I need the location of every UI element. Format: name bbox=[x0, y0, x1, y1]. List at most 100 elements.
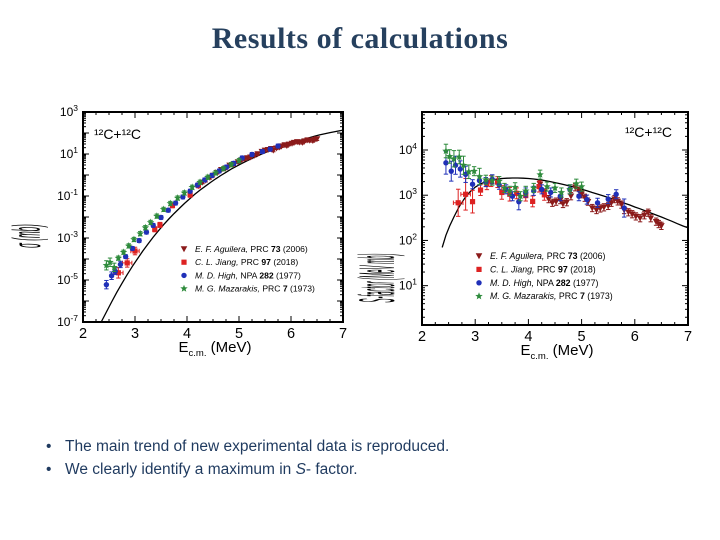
star-marker-icon bbox=[465, 167, 473, 175]
star-marker-icon bbox=[159, 205, 168, 213]
star-marker-icon bbox=[211, 169, 220, 177]
y-tick-label: 10-7 bbox=[57, 313, 78, 329]
star-marker-icon bbox=[114, 254, 123, 262]
triangle-down-marker-icon bbox=[559, 201, 567, 208]
triangle-down-marker-icon bbox=[313, 136, 321, 143]
circle-marker-icon bbox=[275, 143, 281, 149]
circle-marker-icon bbox=[584, 196, 590, 203]
circle-marker-icon bbox=[117, 261, 124, 268]
square-marker-icon bbox=[499, 189, 505, 196]
bullet-item-2: • We clearly identify a maximum in S- fa… bbox=[46, 459, 449, 482]
triangle-down-marker-icon bbox=[608, 200, 615, 207]
star-marker-icon bbox=[445, 152, 454, 160]
star-marker-icon bbox=[102, 261, 111, 269]
circle-marker-icon bbox=[509, 193, 516, 199]
square-marker-icon bbox=[132, 248, 138, 254]
square-marker-icon bbox=[463, 191, 469, 197]
triangle-down-marker-icon bbox=[567, 193, 575, 200]
legend-item-mazarakis: M. G. Mazarakis, PRC 7 (1973) bbox=[475, 291, 613, 301]
star-marker-icon bbox=[204, 173, 212, 181]
series-high bbox=[443, 151, 627, 218]
axis-ticks bbox=[421, 112, 689, 325]
star-marker-icon bbox=[119, 248, 128, 256]
series-aguilera bbox=[195, 136, 321, 190]
legend-label: C. L. Jiang, PRC 97 (2018) bbox=[195, 257, 298, 267]
x-tick-label: 7 bbox=[684, 329, 692, 345]
circle-marker-icon bbox=[443, 160, 449, 166]
circle-marker-icon bbox=[576, 193, 582, 199]
circle-marker-icon bbox=[172, 200, 179, 206]
reaction-label: ¹²C+¹²C bbox=[625, 124, 672, 140]
star-marker-icon bbox=[130, 235, 138, 243]
triangle-down-marker-icon bbox=[578, 191, 585, 198]
x-tick-label: 4 bbox=[183, 326, 191, 342]
x-tick-label: 6 bbox=[287, 326, 295, 342]
triangle-down-marker-icon bbox=[647, 215, 655, 222]
legend-label: E. F. Aguilera, PRC 73 (2006) bbox=[490, 251, 606, 261]
circle-marker-icon bbox=[249, 151, 255, 158]
circle-marker-icon bbox=[129, 245, 136, 252]
star-marker-icon bbox=[136, 229, 144, 237]
legend-label: M. D. High, NPA 282 (1977) bbox=[195, 270, 301, 280]
y-axis-title: σ (mb) bbox=[5, 224, 48, 248]
triangle-down-marker-icon bbox=[658, 223, 665, 230]
triangle-down-marker-icon bbox=[571, 184, 579, 191]
x-tick-label: 5 bbox=[578, 329, 586, 345]
circle-marker-icon bbox=[181, 272, 187, 279]
star-marker-icon bbox=[495, 177, 503, 185]
right-chart: 2 3 4 5 6 7 104 103 102 101 E. F. Aguilera, PRC 73… bbox=[349, 111, 692, 362]
circle-marker-icon bbox=[103, 281, 110, 288]
star-marker-icon bbox=[180, 284, 188, 292]
star-marker-icon bbox=[506, 186, 514, 194]
triangle-down-marker-icon bbox=[632, 213, 640, 220]
square-marker-icon bbox=[476, 266, 482, 272]
x-tick-label: 3 bbox=[131, 326, 139, 342]
y-tick-label: 10-3 bbox=[57, 229, 78, 245]
bullet-item-1: • The main trend of new experimental dat… bbox=[46, 436, 449, 459]
bullet-dot: • bbox=[46, 460, 52, 478]
circle-marker-icon bbox=[594, 200, 601, 206]
circle-marker-icon bbox=[209, 172, 215, 179]
star-marker-icon bbox=[511, 183, 519, 191]
legend: E. F. Aguilera, PRC 73 (2006) C. L. Jiang… bbox=[475, 251, 613, 301]
triangle-down-marker-icon bbox=[636, 215, 644, 222]
x-tick-label: 3 bbox=[471, 329, 479, 345]
slide-title: Results of calculations bbox=[211, 22, 509, 55]
legend-item-mazarakis: M. G. Mazarakis, PRC 7 (1973) bbox=[180, 284, 315, 294]
star-marker-icon bbox=[219, 164, 228, 172]
star-marker-icon bbox=[235, 156, 243, 164]
star-marker-icon bbox=[110, 263, 118, 271]
axis-tick-labels: 2 3 4 5 6 7 103 101 10-1 10-3 10-5 10-7 bbox=[57, 103, 347, 342]
y-tick-label: 103 bbox=[60, 103, 78, 119]
x-axis-title: Ec.m. (MeV) bbox=[521, 342, 594, 362]
axis-ticks bbox=[82, 111, 344, 323]
triangle-down-marker-icon bbox=[588, 205, 596, 212]
circle-marker-icon bbox=[605, 196, 611, 202]
circle-marker-icon bbox=[267, 146, 273, 152]
legend-item-jiang: C. L. Jiang, PRC 97 (2018) bbox=[476, 264, 596, 274]
star-marker-icon bbox=[450, 154, 458, 162]
triangle-down-marker-icon bbox=[180, 246, 188, 253]
circle-marker-icon bbox=[621, 205, 627, 211]
star-marker-icon bbox=[566, 185, 574, 193]
square-marker-icon bbox=[124, 260, 130, 266]
series-mazarakis bbox=[102, 156, 243, 273]
star-marker-icon bbox=[442, 147, 450, 155]
star-marker-icon bbox=[475, 292, 483, 300]
x-tick-label: 5 bbox=[235, 326, 243, 342]
triangle-down-marker-icon bbox=[552, 198, 560, 205]
legend-item-high: M. D. High, NPA 282 (1977) bbox=[181, 270, 301, 280]
triangle-down-marker-icon bbox=[641, 212, 648, 219]
y-tick-label: 103 bbox=[399, 186, 417, 202]
y-tick-label: 101 bbox=[399, 277, 417, 293]
square-marker-icon bbox=[157, 222, 163, 228]
star-marker-icon bbox=[166, 199, 175, 207]
star-marker-icon bbox=[455, 153, 463, 161]
circle-marker-icon bbox=[122, 253, 129, 260]
circle-marker-icon bbox=[136, 237, 142, 244]
circle-marker-icon bbox=[259, 148, 266, 155]
bullet-text-1: The main trend of new experimental data … bbox=[65, 438, 450, 455]
star-marker-icon bbox=[146, 218, 155, 226]
